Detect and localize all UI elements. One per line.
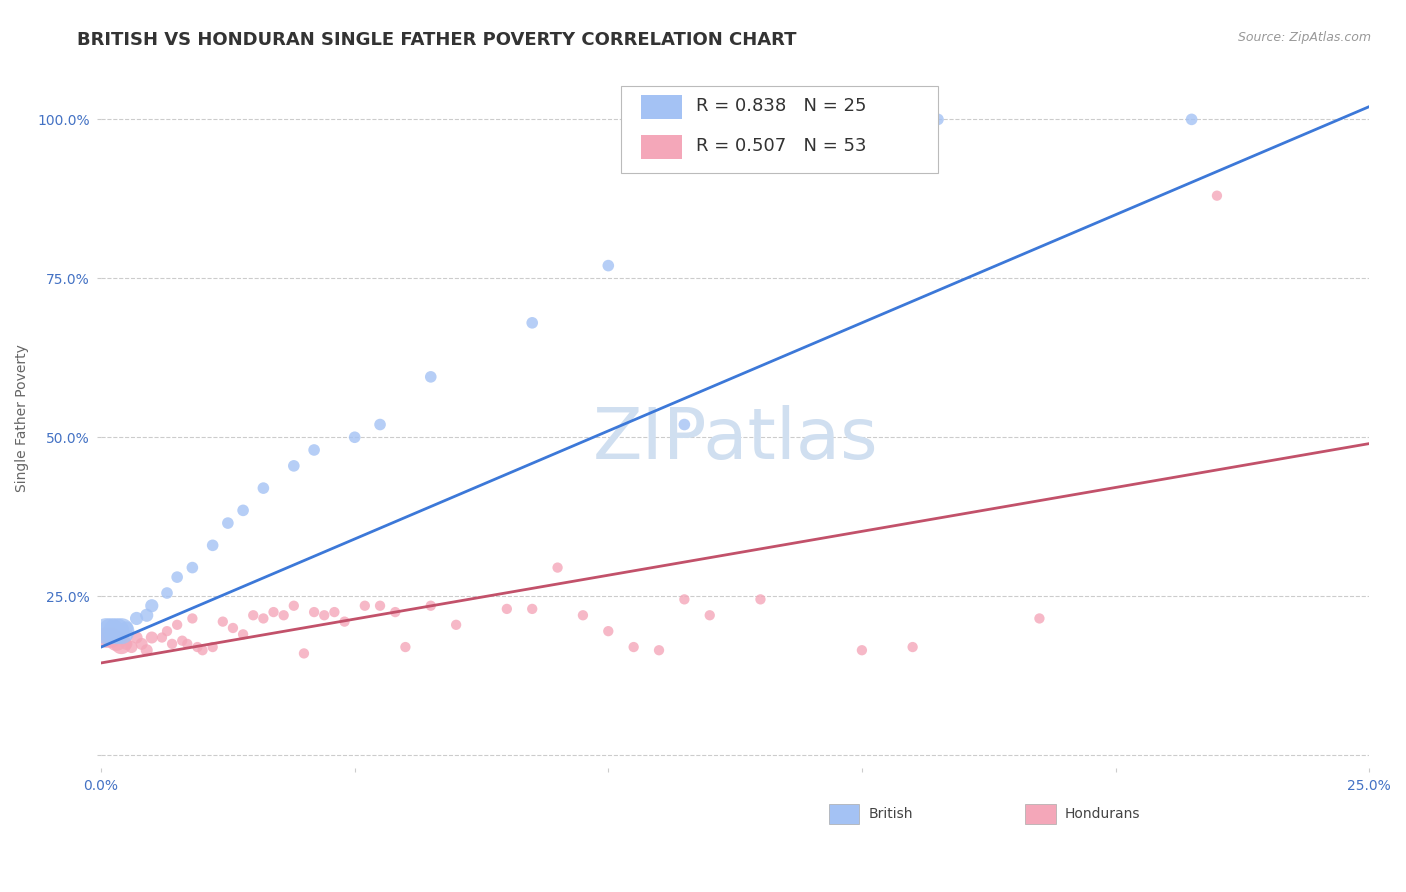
Point: [343, 430, 366, 444]
Point: [699, 608, 721, 623]
Point: [648, 643, 671, 657]
Point: [394, 640, 416, 654]
Point: [110, 637, 132, 651]
Point: [333, 615, 356, 629]
Text: British: British: [869, 807, 912, 821]
Point: [125, 611, 148, 625]
Point: [181, 560, 204, 574]
Point: [522, 602, 544, 616]
Point: [135, 608, 157, 623]
Point: [673, 417, 696, 432]
Point: [131, 637, 153, 651]
Point: [598, 624, 620, 639]
Text: ZIPatlas: ZIPatlas: [592, 405, 877, 474]
Text: BRITISH VS HONDURAN SINGLE FATHER POVERTY CORRELATION CHART: BRITISH VS HONDURAN SINGLE FATHER POVERT…: [77, 31, 797, 49]
Point: [927, 112, 949, 127]
Point: [495, 602, 517, 616]
FancyBboxPatch shape: [641, 95, 682, 119]
Point: [176, 637, 198, 651]
Point: [166, 617, 188, 632]
Point: [522, 316, 544, 330]
Point: [283, 458, 305, 473]
FancyBboxPatch shape: [830, 804, 859, 824]
FancyBboxPatch shape: [1025, 804, 1056, 824]
Point: [191, 643, 214, 657]
Point: [572, 608, 595, 623]
Point: [1028, 611, 1050, 625]
Point: [94, 631, 117, 645]
Point: [851, 643, 873, 657]
Text: R = 0.838   N = 25: R = 0.838 N = 25: [696, 97, 866, 115]
Point: [222, 621, 245, 635]
Point: [105, 624, 128, 639]
Point: [115, 621, 138, 635]
Point: [160, 637, 183, 651]
Point: [156, 586, 179, 600]
Point: [901, 640, 924, 654]
Point: [94, 624, 117, 639]
Point: [201, 538, 224, 552]
Point: [141, 599, 163, 613]
Point: [547, 560, 569, 574]
Point: [172, 633, 194, 648]
Point: [368, 417, 391, 432]
Point: [623, 640, 645, 654]
Point: [283, 599, 305, 613]
Point: [302, 442, 325, 457]
Point: [252, 481, 274, 495]
Point: [252, 611, 274, 625]
FancyBboxPatch shape: [621, 86, 938, 173]
Point: [232, 503, 254, 517]
Point: [419, 369, 441, 384]
Point: [141, 631, 163, 645]
Point: [368, 599, 391, 613]
Point: [263, 605, 285, 619]
Point: [156, 624, 179, 639]
Y-axis label: Single Father Poverty: Single Father Poverty: [15, 344, 30, 492]
Point: [323, 605, 346, 619]
Point: [100, 624, 122, 639]
Point: [598, 259, 620, 273]
Point: [384, 605, 406, 619]
Point: [166, 570, 188, 584]
Point: [110, 624, 132, 639]
Point: [186, 640, 208, 654]
Text: R = 0.507   N = 53: R = 0.507 N = 53: [696, 137, 866, 155]
Point: [242, 608, 264, 623]
Point: [302, 605, 325, 619]
Point: [100, 631, 122, 645]
Point: [181, 611, 204, 625]
Point: [444, 617, 467, 632]
Point: [201, 640, 224, 654]
Point: [1181, 112, 1204, 127]
Point: [217, 516, 239, 530]
Point: [105, 633, 128, 648]
Point: [232, 627, 254, 641]
Point: [292, 647, 315, 661]
Point: [150, 631, 173, 645]
Point: [273, 608, 295, 623]
Text: Hondurans: Hondurans: [1064, 807, 1140, 821]
Point: [211, 615, 233, 629]
Point: [135, 643, 157, 657]
Point: [115, 637, 138, 651]
Point: [353, 599, 375, 613]
FancyBboxPatch shape: [641, 135, 682, 159]
Point: [121, 640, 143, 654]
Point: [1206, 188, 1229, 202]
Point: [125, 631, 148, 645]
Text: Source: ZipAtlas.com: Source: ZipAtlas.com: [1237, 31, 1371, 45]
Point: [673, 592, 696, 607]
Point: [749, 592, 772, 607]
Point: [419, 599, 441, 613]
Point: [314, 608, 336, 623]
